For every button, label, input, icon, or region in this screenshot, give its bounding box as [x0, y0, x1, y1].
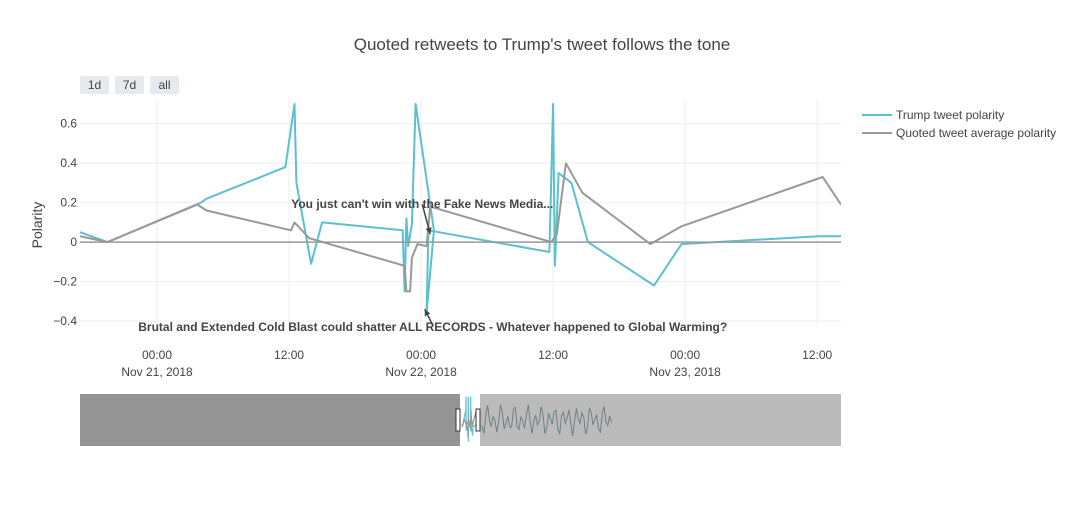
- chart-title: Quoted retweets to Trump's tweet follows…: [354, 35, 731, 54]
- quoted-polarity-line: [80, 162, 841, 293]
- x-tick-label: 00:00: [142, 348, 172, 362]
- y-tick-label: 0.2: [60, 196, 77, 210]
- trump-polarity-line: [80, 102, 841, 315]
- y-tick-label: 0.4: [60, 156, 77, 170]
- y-tick-label: 0.6: [60, 117, 77, 131]
- y-axis-title: Polarity: [29, 202, 45, 249]
- annotation-arrowhead: [425, 227, 432, 235]
- legend-item-trump[interactable]: Trump tweet polarity: [862, 108, 1004, 122]
- range-slider-handle-right[interactable]: [475, 408, 481, 432]
- x-tick-label: 12:00: [274, 348, 304, 362]
- range-button-all[interactable]: all: [150, 76, 179, 94]
- series-lines: [80, 102, 841, 315]
- range-button-7d[interactable]: 7d: [115, 76, 144, 94]
- range-button-7d-label: 7d: [123, 78, 136, 92]
- x-tick-label: 00:00: [406, 348, 436, 362]
- y-tick-label: −0.2: [53, 275, 77, 289]
- x-axis-ticks: 00:00 Nov 21, 2018 12:00 00:00 Nov 22, 2018 1…: [121, 348, 832, 379]
- x-tick-date-label: Nov 23, 2018: [649, 365, 721, 379]
- legend-item-quoted[interactable]: Quoted tweet average polarity: [862, 126, 1056, 140]
- range-button-1d-label: 1d: [88, 78, 101, 92]
- x-tick-label: 12:00: [538, 348, 568, 362]
- annotations: You just can't win with the Fake News Me…: [138, 197, 727, 334]
- x-tick-date-label: Nov 22, 2018: [385, 365, 457, 379]
- range-slider-mask-left: [80, 394, 460, 446]
- legend-label-trump: Trump tweet polarity: [896, 108, 1004, 122]
- legend: Trump tweet polarity Quoted tweet averag…: [862, 108, 1056, 140]
- x-tick-date-label: Nov 21, 2018: [121, 365, 193, 379]
- x-tick-label: 00:00: [670, 348, 700, 362]
- annotation-arrowhead: [424, 309, 431, 317]
- range-button-all-label: all: [158, 78, 170, 92]
- range-button-1d[interactable]: 1d: [80, 76, 109, 94]
- x-tick-label: 12:00: [802, 348, 832, 362]
- annotation-label: Brutal and Extended Cold Blast could sha…: [138, 320, 727, 334]
- legend-label-quoted: Quoted tweet average polarity: [896, 126, 1056, 140]
- range-slider-handle-left[interactable]: [455, 408, 461, 432]
- range-selector: 1d 7d all: [80, 76, 179, 94]
- y-tick-label: 0: [70, 235, 77, 249]
- range-slider[interactable]: [80, 394, 841, 446]
- range-slider-mask-right: [480, 394, 841, 446]
- annotation-label: You just can't win with the Fake News Me…: [291, 197, 553, 211]
- y-tick-label: −0.4: [53, 314, 77, 328]
- range-slider-series-line: [461, 409, 477, 438]
- y-axis-ticks: 0.6 0.4 0.2 0 −0.2 −0.4: [53, 117, 77, 328]
- gridlines: [80, 100, 841, 325]
